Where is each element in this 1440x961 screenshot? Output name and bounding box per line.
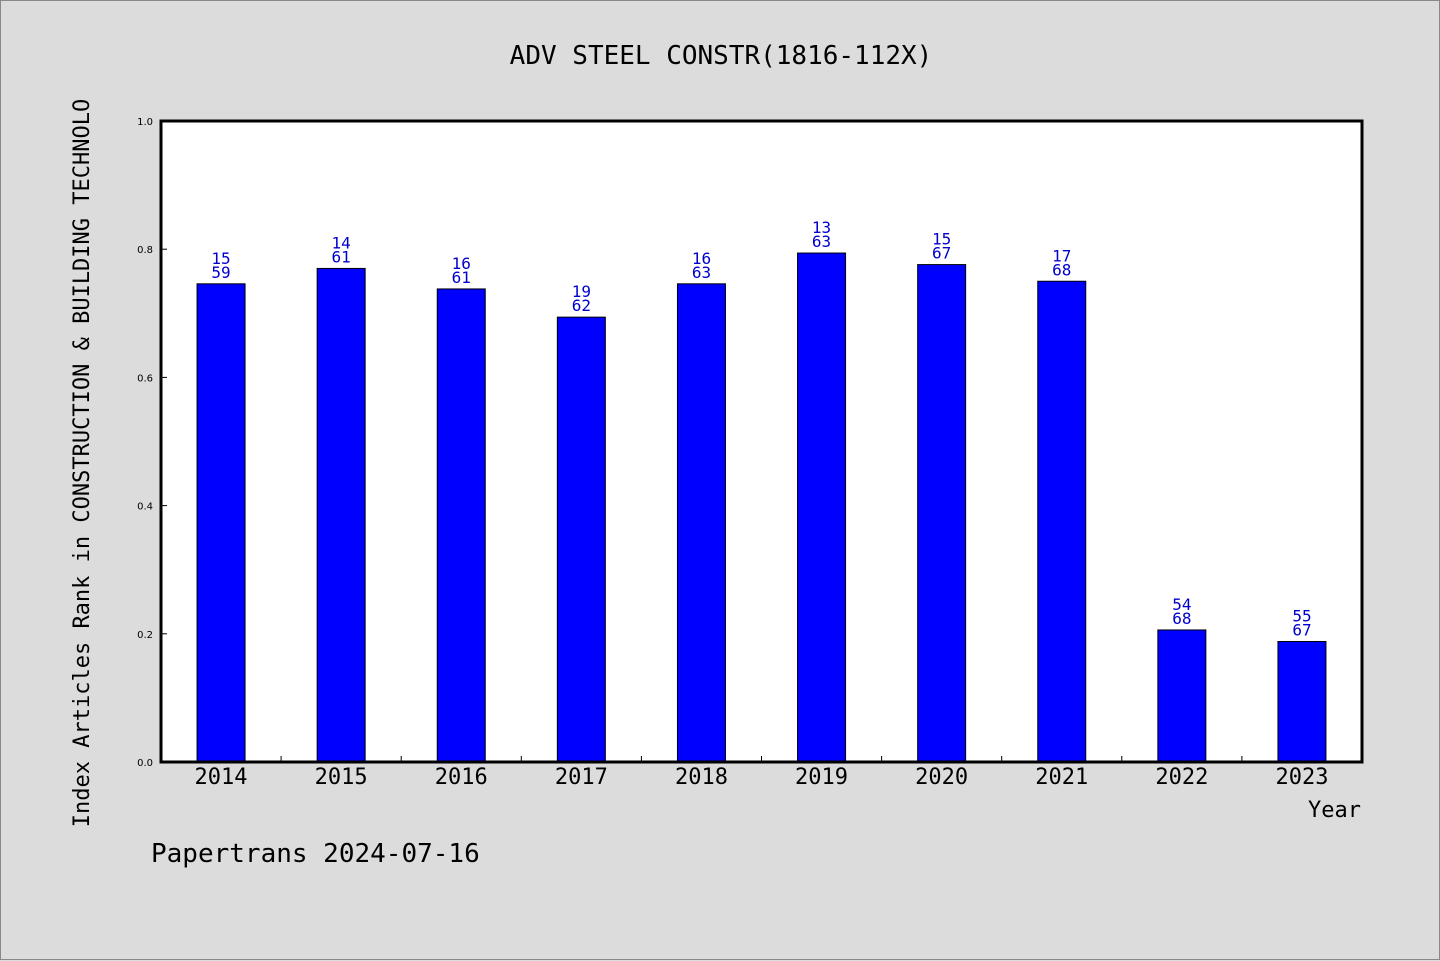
x-tick-label-2019: 2019 bbox=[795, 765, 848, 790]
bar-label-bottom-2020: 67 bbox=[932, 244, 951, 263]
x-tick-label-2021: 2021 bbox=[1035, 765, 1088, 790]
bar-label-bottom-2017: 62 bbox=[572, 296, 591, 315]
bar-label-bottom-2022: 68 bbox=[1172, 609, 1191, 628]
x-axis-label: Year bbox=[1308, 798, 1361, 823]
bar-2020 bbox=[917, 264, 967, 763]
bar-label-bottom-2016: 61 bbox=[452, 268, 471, 287]
bar-label-bottom-2014: 59 bbox=[211, 263, 230, 282]
x-tick-label-2023: 2023 bbox=[1275, 765, 1328, 790]
x-tick-label-2020: 2020 bbox=[915, 765, 968, 790]
footer-text: Papertrans 2024-07-16 bbox=[151, 839, 480, 869]
x-tick-label-2017: 2017 bbox=[555, 765, 608, 790]
y-tick-label: 0.6 bbox=[137, 373, 153, 384]
y-tick-label: 0.4 bbox=[137, 502, 153, 513]
chart-title: ADV STEEL CONSTR(1816-112X) bbox=[510, 41, 933, 71]
bar-2014 bbox=[196, 283, 246, 763]
y-axis-label: Index Articles Rank in CONSTRUCTION & BU… bbox=[70, 99, 95, 827]
bar-2021 bbox=[1037, 280, 1087, 763]
bar-label-bottom-2023: 67 bbox=[1292, 620, 1311, 639]
bar-label-top-2021: 17 bbox=[1052, 246, 1071, 265]
x-tick-label-2014: 2014 bbox=[195, 765, 248, 790]
bar-2018 bbox=[676, 283, 726, 763]
bar-label-top-2018: 16 bbox=[692, 249, 711, 268]
x-tick-label-2015: 2015 bbox=[315, 765, 368, 790]
bars-layer bbox=[196, 252, 1327, 763]
bar-label-top-2019: 13 bbox=[812, 218, 831, 237]
y-tick-label: 0.0 bbox=[137, 758, 153, 769]
y-tick-label: 0.2 bbox=[137, 630, 153, 641]
bar-2017 bbox=[556, 316, 606, 763]
bar-label-bottom-2019: 63 bbox=[812, 232, 831, 251]
bar-2015 bbox=[316, 267, 366, 763]
y-tick-label: 1.0 bbox=[137, 117, 153, 128]
x-tick-label-2022: 2022 bbox=[1155, 765, 1208, 790]
x-tick-label-2018: 2018 bbox=[675, 765, 728, 790]
y-tick-label: 0.8 bbox=[137, 245, 153, 256]
bar-2016 bbox=[436, 288, 486, 763]
bar-label-top-2015: 14 bbox=[332, 233, 351, 252]
bar-2019 bbox=[797, 252, 847, 763]
bar-label-top-2014: 15 bbox=[211, 249, 230, 268]
x-tick-label-2016: 2016 bbox=[435, 765, 488, 790]
bar-label-top-2016: 16 bbox=[452, 254, 471, 273]
bar-2023 bbox=[1277, 640, 1327, 763]
bar-label-bottom-2018: 63 bbox=[692, 263, 711, 282]
plot-border bbox=[159, 119, 1364, 764]
bar-label-top-2017: 19 bbox=[572, 282, 591, 301]
bar-2022 bbox=[1157, 629, 1207, 763]
bar-label-bottom-2021: 68 bbox=[1052, 260, 1071, 279]
bar-label-top-2023: 55 bbox=[1292, 606, 1311, 625]
bar-label-bottom-2015: 61 bbox=[332, 247, 351, 266]
bar-label-top-2020: 15 bbox=[932, 230, 951, 249]
x-axis: 2014 2015 2016 2017 2018 2019 2020 2021 2022 2023 bbox=[195, 756, 1328, 790]
bar-label-top-2022: 54 bbox=[1172, 595, 1191, 614]
